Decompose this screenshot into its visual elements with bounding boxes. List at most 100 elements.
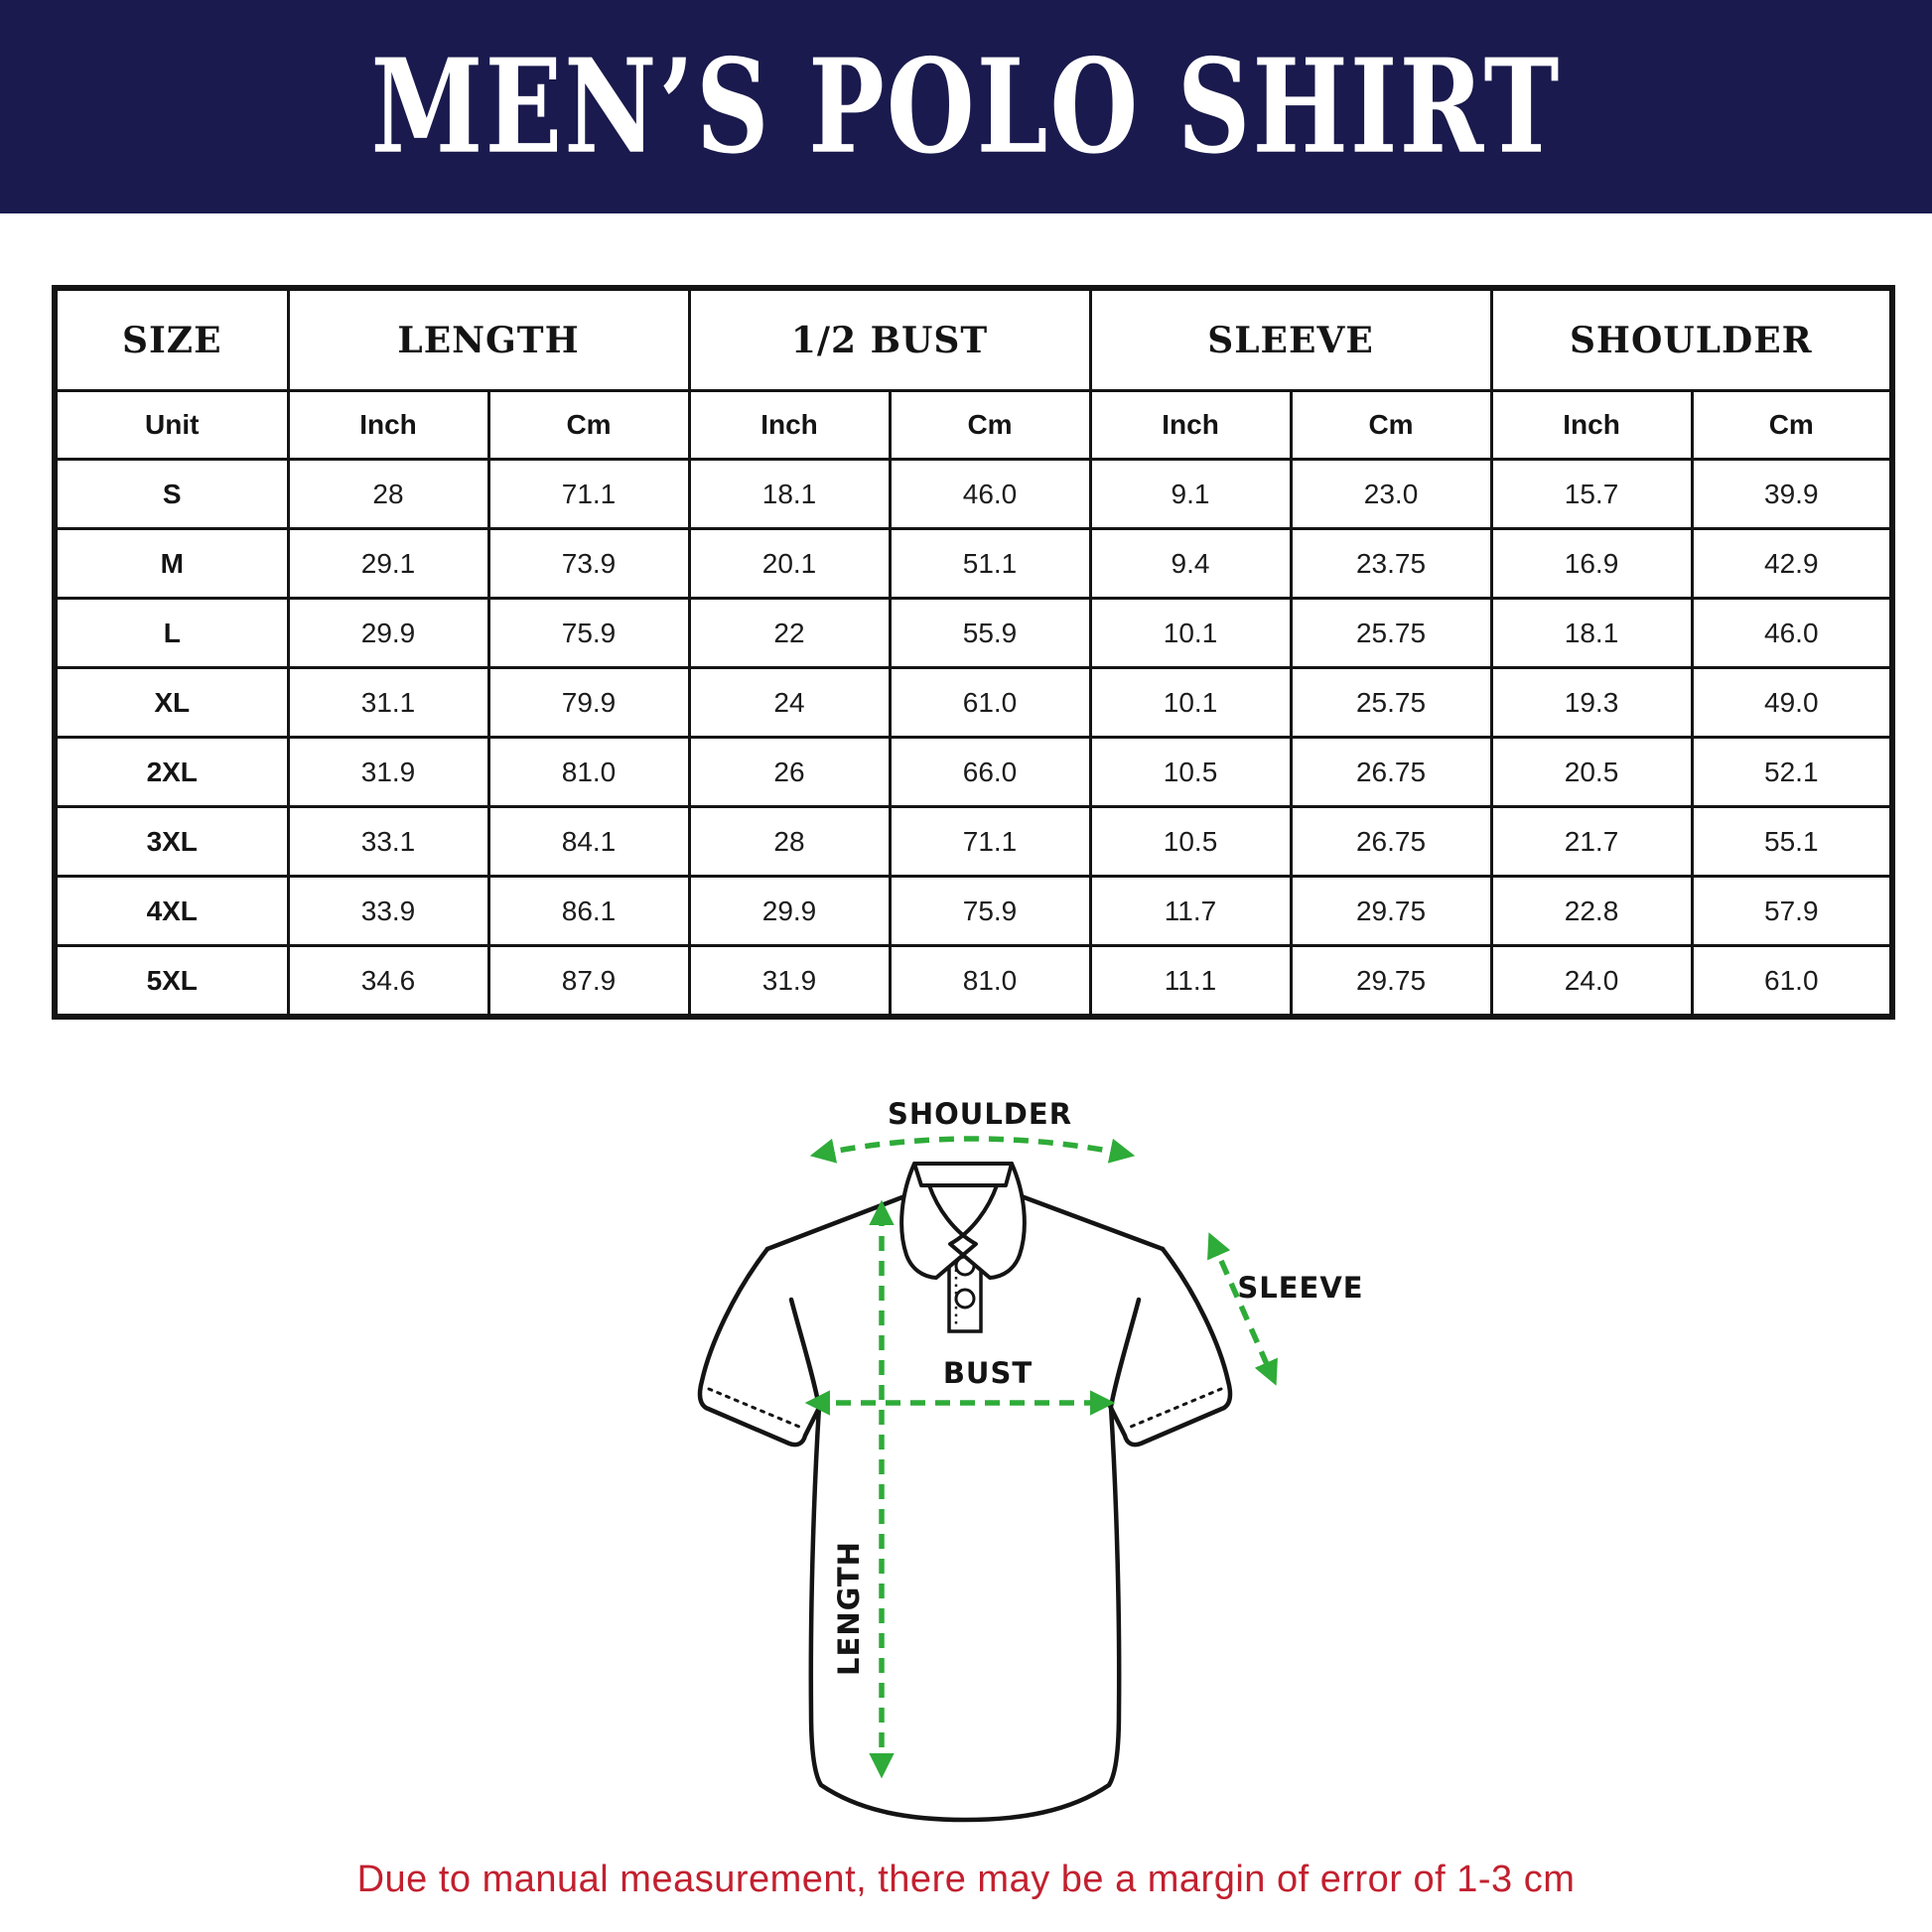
polo-shirt-diagram: SHOULDER SLEEVE BUST LENGTH xyxy=(697,1097,1363,1823)
size-label: 2XL xyxy=(53,736,290,808)
collar xyxy=(899,1162,1027,1280)
measurement-cell: 15.7 xyxy=(1489,458,1694,530)
measurement-cell: 28 xyxy=(286,458,490,530)
button-icon xyxy=(954,1288,976,1310)
measurement-cell: 29.75 xyxy=(1289,875,1493,947)
table-row: 2XL 31.9 81.0 26 66.0 10.5 26.75 20.5 52.1 xyxy=(53,736,1894,808)
measurement-cell: 57.9 xyxy=(1690,875,1894,947)
measurement-cell: 23.75 xyxy=(1289,527,1493,600)
size-label: XL xyxy=(53,666,290,739)
measurement-cell: 31.9 xyxy=(687,944,892,1019)
measurement-cell: 49.0 xyxy=(1690,666,1894,739)
unit-cm: Cm xyxy=(888,389,1092,461)
title-band: MEN’S POLO SHIRT xyxy=(0,0,1932,213)
measurement-cell: 18.1 xyxy=(687,458,892,530)
size-label: L xyxy=(53,597,290,669)
polo-shirt-outline xyxy=(697,1192,1233,1823)
measurement-cell: 52.1 xyxy=(1690,736,1894,808)
measurement-cell: 28 xyxy=(687,805,892,878)
measurement-cell: 10.1 xyxy=(1088,597,1293,669)
column-header-bust: 1/2 BUST xyxy=(687,286,1092,392)
measurement-cell: 29.9 xyxy=(286,597,490,669)
measurement-cell: 66.0 xyxy=(888,736,1092,808)
size-label: 4XL xyxy=(53,875,290,947)
table-row: M 29.1 73.9 20.1 51.1 9.4 23.75 16.9 42.9 xyxy=(53,527,1894,600)
size-table-body: S 28 71.1 18.1 46.0 9.1 23.0 15.7 39.9 M 29.1 73.9 2… xyxy=(53,458,1894,1019)
shoulder-measure-label: SHOULDER xyxy=(888,1097,1072,1131)
left-cuff-stitch xyxy=(707,1387,801,1429)
table-row: 4XL 33.9 86.1 29.9 75.9 11.7 29.75 22.8 57.9 xyxy=(53,875,1894,947)
unit-inch: Inch xyxy=(1088,389,1293,461)
measurement-cell: 75.9 xyxy=(888,875,1092,947)
measurement-cell: 61.0 xyxy=(888,666,1092,739)
measurement-cell: 71.1 xyxy=(486,458,691,530)
page-title: MEN’S POLO SHIRT xyxy=(370,30,1562,184)
measurement-cell: 10.5 xyxy=(1088,805,1293,878)
measurement-cell: 11.7 xyxy=(1088,875,1293,947)
size-label: 5XL xyxy=(53,944,290,1019)
column-header-sleeve: SLEEVE xyxy=(1088,286,1493,392)
measurement-cell: 39.9 xyxy=(1690,458,1894,530)
shoulder-arrow xyxy=(809,1136,1136,1164)
measurement-cell: 9.4 xyxy=(1088,527,1293,600)
measurement-cell: 29.9 xyxy=(687,875,892,947)
measurement-cell: 19.3 xyxy=(1489,666,1694,739)
column-header-size: SIZE xyxy=(53,286,290,392)
measurement-cell: 11.1 xyxy=(1088,944,1293,1019)
sleeve-measure-label: SLEEVE xyxy=(1237,1271,1363,1305)
size-table-head: SIZE LENGTH 1/2 BUST SLEEVE SHOULDER Uni… xyxy=(53,286,1894,461)
measurement-cell: 22.8 xyxy=(1489,875,1694,947)
measurement-cell: 75.9 xyxy=(486,597,691,669)
measurement-cell: 10.5 xyxy=(1088,736,1293,808)
measurement-cell: 46.0 xyxy=(888,458,1092,530)
column-header-length: LENGTH xyxy=(286,286,691,392)
measurement-cell: 29.1 xyxy=(286,527,490,600)
table-row: 3XL 33.1 84.1 28 71.1 10.5 26.75 21.7 55.1 xyxy=(53,805,1894,878)
measurement-cell: 25.75 xyxy=(1289,597,1493,669)
column-header-shoulder: SHOULDER xyxy=(1489,286,1894,392)
table-header-row: SIZE LENGTH 1/2 BUST SLEEVE SHOULDER xyxy=(53,286,1894,392)
measurement-cell: 26 xyxy=(687,736,892,808)
measurement-cell: 23.0 xyxy=(1289,458,1493,530)
table-row: XL 31.1 79.9 24 61.0 10.1 25.75 19.3 49.0 xyxy=(53,666,1894,739)
measurement-cell: 31.1 xyxy=(286,666,490,739)
right-cuff-stitch xyxy=(1129,1387,1223,1429)
measurement-cell: 79.9 xyxy=(486,666,691,739)
measurement-cell: 55.9 xyxy=(888,597,1092,669)
unit-cm: Cm xyxy=(1690,389,1894,461)
unit-inch: Inch xyxy=(1489,389,1694,461)
bust-measure-label: BUST xyxy=(943,1356,1033,1390)
measurement-cell: 26.75 xyxy=(1289,805,1493,878)
measurement-cell: 81.0 xyxy=(888,944,1092,1019)
measurement-cell: 33.9 xyxy=(286,875,490,947)
measurement-cell: 25.75 xyxy=(1289,666,1493,739)
measurement-cell: 21.7 xyxy=(1489,805,1694,878)
sleeve-arrow xyxy=(1207,1232,1278,1386)
measurement-cell: 55.1 xyxy=(1690,805,1894,878)
measurement-disclaimer: Due to manual measurement, there may be … xyxy=(356,1859,1576,1900)
measurement-cell: 87.9 xyxy=(486,944,691,1019)
measurement-cell: 42.9 xyxy=(1690,527,1894,600)
size-table: SIZE LENGTH 1/2 BUST SLEEVE SHOULDER Uni… xyxy=(52,285,1896,1020)
unit-cm: Cm xyxy=(1289,389,1493,461)
measurement-cell: 34.6 xyxy=(286,944,490,1019)
measurement-cell: 86.1 xyxy=(486,875,691,947)
measurement-cell: 10.1 xyxy=(1088,666,1293,739)
measurement-cell: 22 xyxy=(687,597,892,669)
table-row: S 28 71.1 18.1 46.0 9.1 23.0 15.7 39.9 xyxy=(53,458,1894,530)
measurement-cell: 81.0 xyxy=(486,736,691,808)
measurement-cell: 29.75 xyxy=(1289,944,1493,1019)
measurement-cell: 46.0 xyxy=(1690,597,1894,669)
unit-label: Unit xyxy=(53,389,290,461)
table-row: L 29.9 75.9 22 55.9 10.1 25.75 18.1 46.0 xyxy=(53,597,1894,669)
measurement-cell: 73.9 xyxy=(486,527,691,600)
unit-cm: Cm xyxy=(486,389,691,461)
measurement-cell: 20.5 xyxy=(1489,736,1694,808)
measurement-cell: 51.1 xyxy=(888,527,1092,600)
measurement-cell: 33.1 xyxy=(286,805,490,878)
measurement-cell: 31.9 xyxy=(286,736,490,808)
size-label: 3XL xyxy=(53,805,290,878)
measurement-cell: 16.9 xyxy=(1489,527,1694,600)
unit-header-row: Unit Inch Cm Inch Cm Inch Cm Inch Cm xyxy=(53,389,1894,461)
